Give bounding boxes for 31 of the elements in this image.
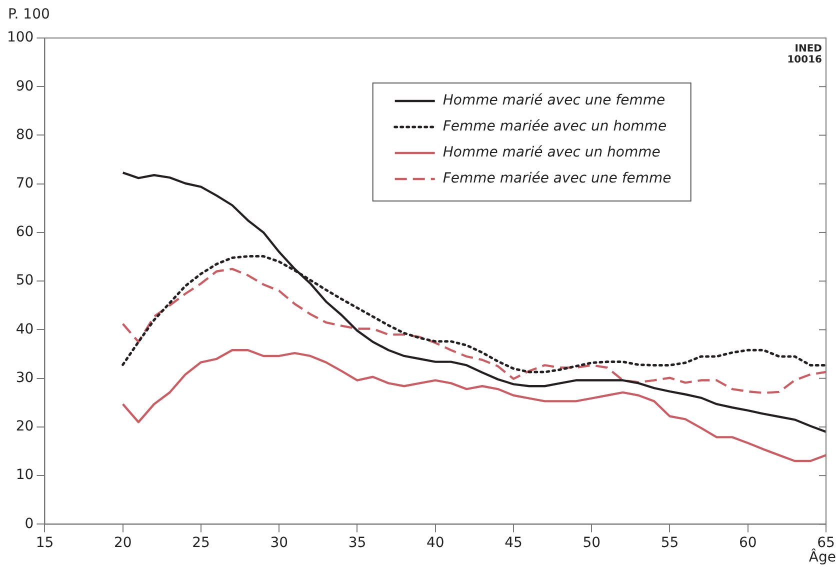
y-tick-label: 30 xyxy=(16,370,34,386)
x-tick-label: 65 xyxy=(817,535,835,552)
line-series xyxy=(122,268,826,394)
x-tick-label: 30 xyxy=(270,535,288,552)
y-tick-label: 70 xyxy=(16,176,34,192)
y-axis-title: P. 100 xyxy=(8,6,50,23)
y-tick-label: 50 xyxy=(16,272,34,289)
y-tick-label: 100 xyxy=(6,30,34,46)
x-tick-label: 35 xyxy=(348,535,366,552)
x-tick-label: 15 xyxy=(36,535,54,552)
x-axis-title: Âge xyxy=(808,548,836,566)
annotation: INED xyxy=(794,44,822,55)
x-tick-label: 55 xyxy=(660,535,679,552)
annotation: 10016 xyxy=(787,54,822,66)
y-tick-label: 80 xyxy=(16,126,34,143)
legend-label: Femme mariée avec une femme xyxy=(442,170,672,187)
y-tick-label: 20 xyxy=(16,418,34,435)
y-tick-label: 90 xyxy=(16,78,34,94)
legend-label: Homme marié avec une femme xyxy=(442,92,666,109)
x-tick-label: 50 xyxy=(582,535,601,552)
y-tick-label: 10 xyxy=(16,467,34,484)
x-tick-label: 20 xyxy=(114,535,132,552)
y-tick-label: 60 xyxy=(16,224,34,240)
x-tick-label: 25 xyxy=(192,535,210,552)
y-tick-label: 40 xyxy=(16,321,34,338)
legend-label: Homme marié avec un homme xyxy=(442,144,660,161)
y-tick-label: 0 xyxy=(24,516,34,532)
x-tick-label: 40 xyxy=(426,535,444,552)
x-tick-label: 60 xyxy=(738,535,757,552)
legend-label: Femme mariée avec un homme xyxy=(442,118,667,135)
x-tick-label: 45 xyxy=(504,535,522,552)
